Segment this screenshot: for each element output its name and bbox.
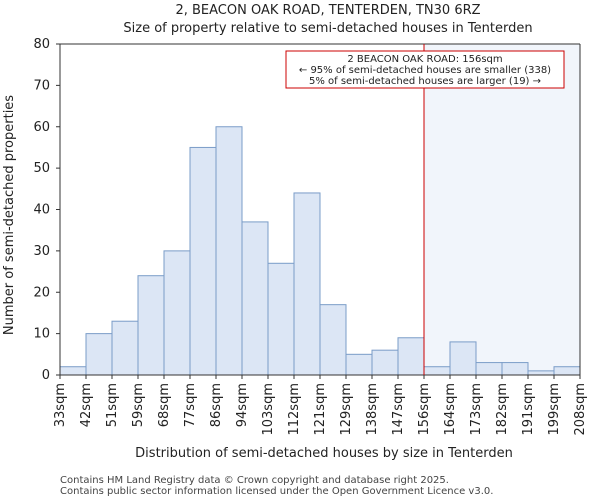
y-tick-label-60: 60 bbox=[33, 120, 50, 135]
x-tick-label-51sqm: 51sqm bbox=[105, 383, 120, 427]
x-tick-label-59sqm: 59sqm bbox=[131, 383, 146, 427]
y-tick-label-20: 20 bbox=[33, 285, 50, 300]
bar-164sqm bbox=[449, 341, 477, 376]
bars bbox=[59, 126, 581, 376]
bar-191sqm bbox=[527, 370, 555, 376]
chart-subtitle: Size of property relative to semi-detach… bbox=[123, 21, 532, 36]
bar-42sqm bbox=[85, 333, 113, 376]
x-tick-label-191sqm: 191sqm bbox=[521, 383, 536, 436]
bar-77sqm bbox=[189, 146, 217, 376]
x-tick-label-129sqm: 129sqm bbox=[339, 383, 354, 436]
x-tick-label-86sqm: 86sqm bbox=[209, 383, 224, 427]
y-tick-label-70: 70 bbox=[33, 78, 50, 93]
x-tick-label-147sqm: 147sqm bbox=[391, 383, 406, 436]
bar-86sqm bbox=[215, 126, 243, 376]
bar-173sqm bbox=[475, 362, 503, 376]
bar-121sqm bbox=[319, 304, 347, 376]
bar-103sqm bbox=[267, 262, 295, 376]
bar-33sqm bbox=[59, 366, 87, 376]
bar-199sqm bbox=[553, 366, 581, 376]
bar-59sqm bbox=[137, 275, 165, 376]
annotation-line-3: 5% of semi-detached houses are larger (1… bbox=[309, 76, 541, 87]
x-tick-label-68sqm: 68sqm bbox=[157, 383, 172, 427]
annotation-line-2: ← 95% of semi-detached houses are smalle… bbox=[299, 65, 551, 76]
y-axis-label: Number of semi-detached properties bbox=[2, 95, 17, 335]
bar-138sqm bbox=[371, 349, 399, 376]
larger-region-shade bbox=[424, 44, 580, 375]
chart-title: 2, BEACON OAK ROAD, TENTERDEN, TN30 6RZ bbox=[175, 3, 480, 18]
bar-51sqm bbox=[111, 320, 139, 376]
x-axis-label: Distribution of semi-detached houses by … bbox=[135, 446, 513, 461]
x-tick-label-182sqm: 182sqm bbox=[495, 383, 510, 436]
y-tick-label-30: 30 bbox=[33, 244, 50, 259]
bar-156sqm bbox=[423, 366, 451, 376]
x-tick-label-156sqm: 156sqm bbox=[417, 383, 432, 436]
y-tick-label-80: 80 bbox=[33, 37, 50, 52]
footer-line-1: Contains HM Land Registry data © Crown c… bbox=[60, 475, 449, 486]
x-tick-label-112sqm: 112sqm bbox=[287, 383, 302, 436]
annotation-line-1: 2 BEACON OAK ROAD: 156sqm bbox=[347, 54, 502, 65]
x-tick-label-33sqm: 33sqm bbox=[53, 383, 68, 427]
annotation-box: 2 BEACON OAK ROAD: 156sqm ← 95% of semi-… bbox=[285, 50, 565, 89]
x-tick-label-103sqm: 103sqm bbox=[261, 383, 276, 436]
x-ticks: 33sqm 42sqm 51sqm 59sqm 68sqm 77sqm 86sqm 94sqm… bbox=[53, 375, 588, 436]
x-tick-label-164sqm: 164sqm bbox=[443, 383, 458, 436]
x-tick-label-208sqm: 208sqm bbox=[573, 383, 588, 436]
bar-68sqm bbox=[163, 250, 191, 376]
x-tick-label-94sqm: 94sqm bbox=[235, 383, 250, 427]
y-ticks: 0 10 20 30 40 50 60 70 80 bbox=[33, 37, 60, 383]
y-tick-label-40: 40 bbox=[33, 203, 50, 218]
y-tick-label-10: 10 bbox=[33, 327, 50, 342]
x-tick-label-138sqm: 138sqm bbox=[365, 383, 380, 436]
x-tick-label-173sqm: 173sqm bbox=[469, 383, 484, 436]
annotation-frame bbox=[285, 50, 565, 89]
bar-129sqm bbox=[345, 353, 373, 376]
y-tick-label-50: 50 bbox=[33, 161, 50, 176]
bar-112sqm bbox=[293, 192, 321, 376]
x-tick-label-121sqm: 121sqm bbox=[313, 383, 328, 436]
larger-region bbox=[424, 44, 580, 375]
footer-line-2: Contains public sector information licen… bbox=[60, 486, 493, 497]
x-tick-label-42sqm: 42sqm bbox=[79, 383, 94, 427]
x-tick-label-199sqm: 199sqm bbox=[547, 383, 562, 436]
y-tick-label-0: 0 bbox=[42, 368, 50, 383]
bar-147sqm bbox=[397, 337, 425, 376]
bar-94sqm bbox=[241, 221, 269, 376]
bar-182sqm bbox=[501, 362, 529, 376]
x-tick-label-77sqm: 77sqm bbox=[183, 383, 198, 427]
